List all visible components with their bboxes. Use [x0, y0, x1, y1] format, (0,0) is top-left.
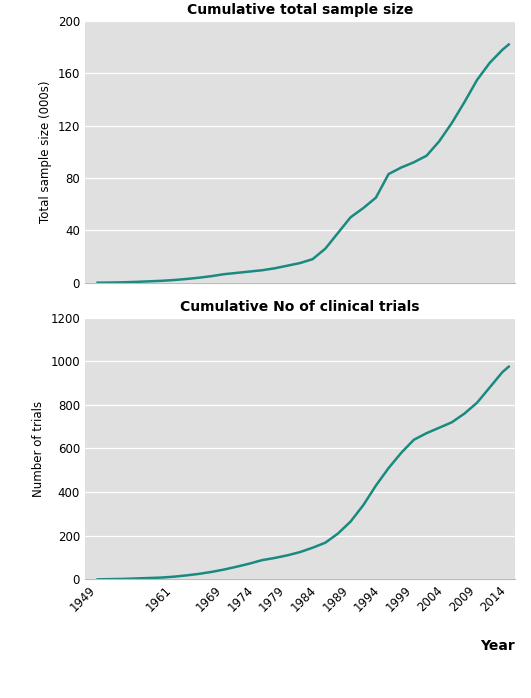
Text: Medscape: Medscape: [8, 668, 86, 683]
Title: Cumulative total sample size: Cumulative total sample size: [187, 3, 413, 17]
Text: Year: Year: [481, 639, 515, 653]
Y-axis label: Number of trials: Number of trials: [32, 401, 45, 496]
Y-axis label: Total sample size (000s): Total sample size (000s): [39, 80, 52, 223]
Title: Cumulative No of clinical trials: Cumulative No of clinical trials: [180, 299, 420, 313]
Text: Source: BMJ © 2012 BMJ Publishing Group Ltd: Source: BMJ © 2012 BMJ Publishing Group …: [265, 670, 520, 681]
